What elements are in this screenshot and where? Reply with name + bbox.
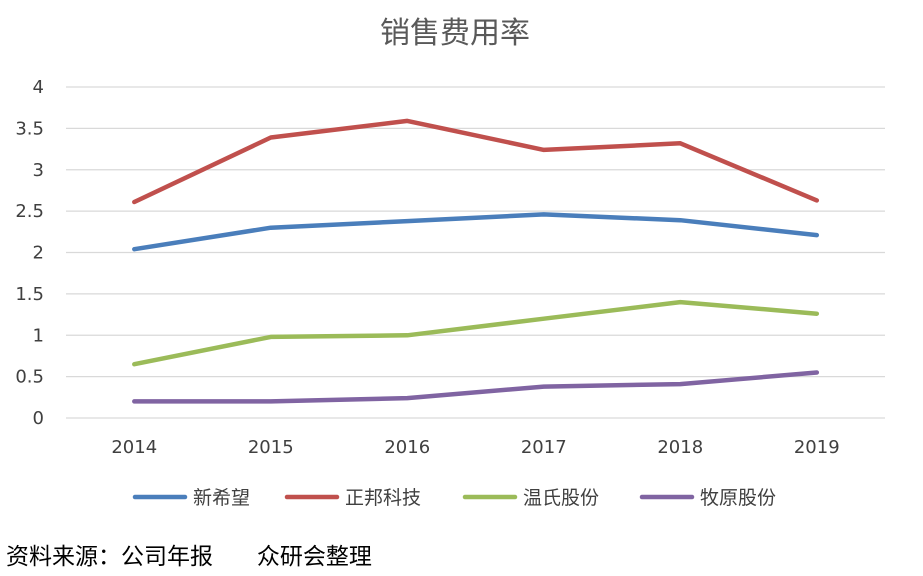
y-axis-ticks: 0 0.5 1 1.5 2 2.5 3 3.5 4 <box>15 77 44 429</box>
x-tick-label: 2014 <box>111 437 157 458</box>
legend-label: 正邦科技 <box>345 487 421 509</box>
legend-label: 新希望 <box>193 487 250 509</box>
y-tick-label: 1 <box>33 325 44 346</box>
x-tick-label: 2017 <box>521 437 567 458</box>
series-line-2 <box>132 299 820 367</box>
line-chart: 销售费用率 0 0.5 1 1.5 2 2.5 3 3.5 4 2014 2015 2016 2017… <box>15 16 885 509</box>
y-tick-label: 0.5 <box>15 367 44 388</box>
x-tick-label: 2016 <box>384 437 430 458</box>
y-tick-label: 3.5 <box>15 118 44 139</box>
legend-label: 温氏股份 <box>523 487 599 509</box>
chart-title: 销售费用率 <box>380 16 530 51</box>
legend: 新希望 正邦科技 温氏股份 牧原股份 <box>132 487 776 509</box>
x-tick-label: 2019 <box>794 437 840 458</box>
series-line-1 <box>132 118 820 205</box>
y-tick-label: 0 <box>33 408 44 429</box>
x-axis-ticks: 2014 2015 2016 2017 2018 2019 <box>111 437 839 458</box>
y-tick-label: 4 <box>33 77 44 98</box>
series-line-0 <box>132 212 820 252</box>
legend-label: 牧原股份 <box>700 487 776 509</box>
y-tick-label: 2.5 <box>15 201 44 222</box>
y-tick-label: 1.5 <box>15 284 44 305</box>
y-tick-label: 3 <box>33 160 44 181</box>
y-tick-label: 2 <box>33 243 44 264</box>
series-line-3 <box>132 370 820 404</box>
x-tick-label: 2015 <box>248 437 294 458</box>
x-tick-label: 2018 <box>657 437 703 458</box>
series-lines <box>132 118 820 404</box>
source-note: 资料来源：公司年报 众研会整理 <box>6 544 372 570</box>
